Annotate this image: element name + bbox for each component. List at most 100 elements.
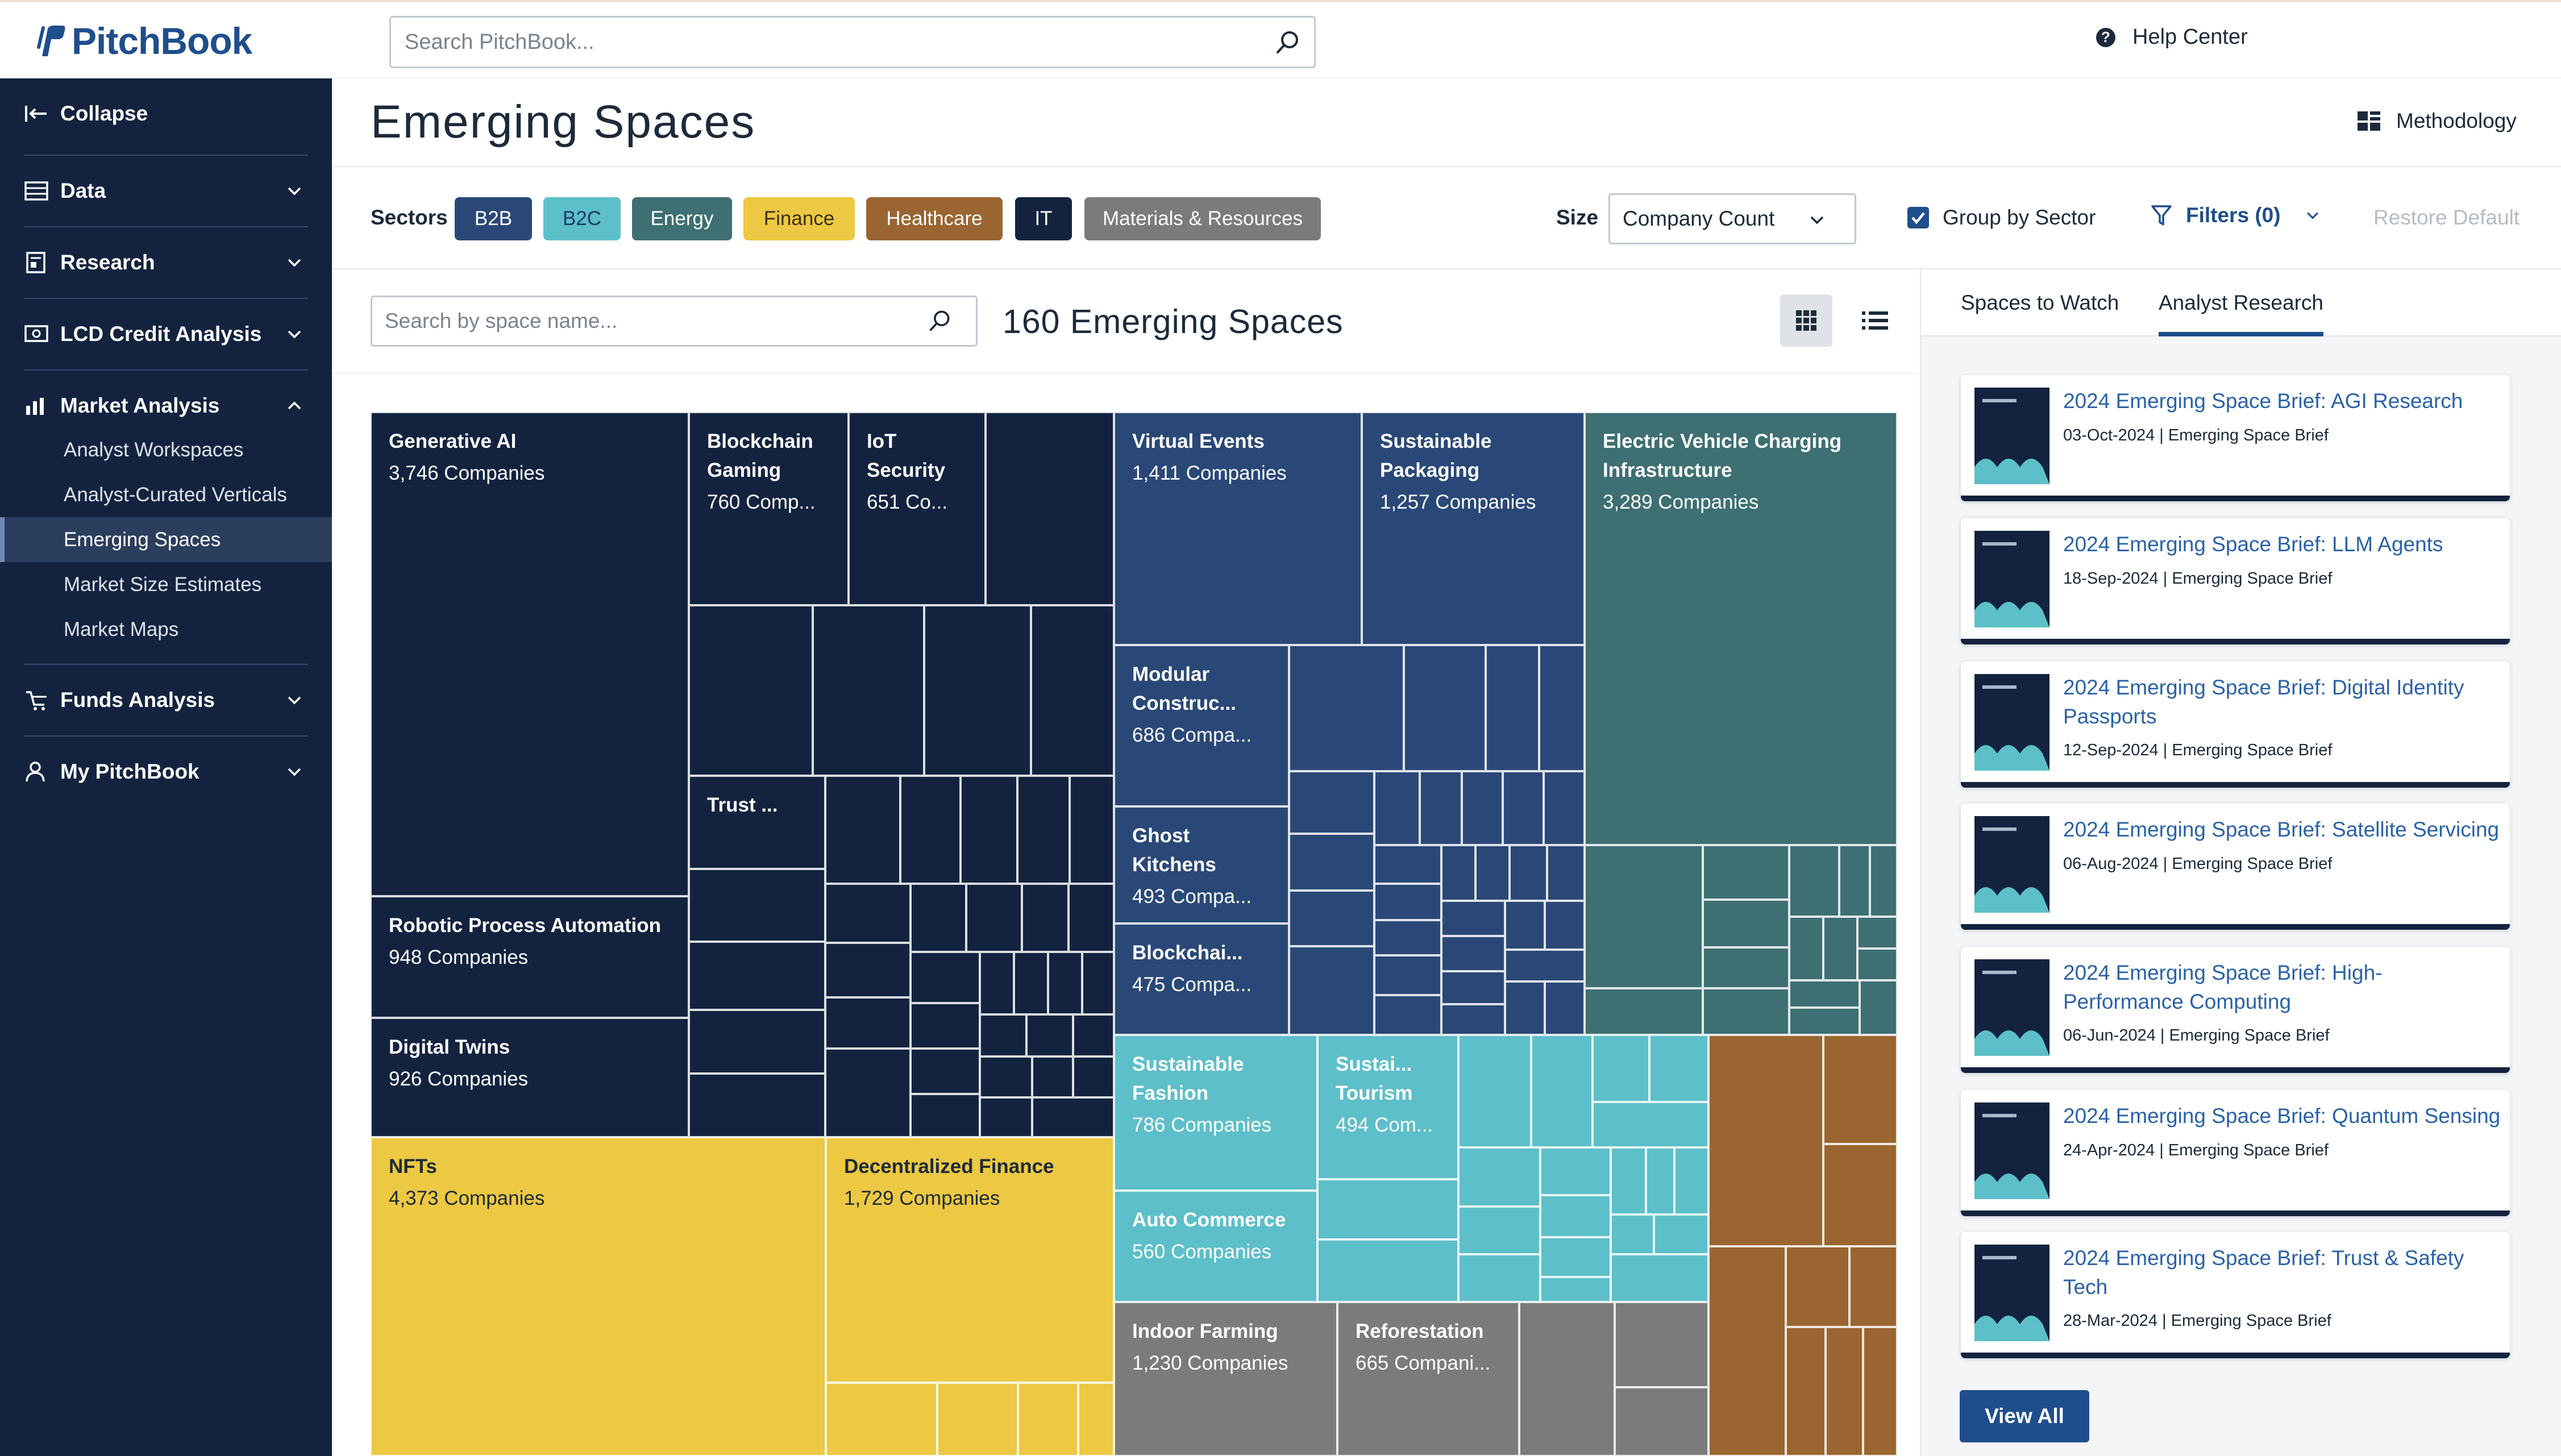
treemap-cell[interactable] <box>1441 971 1505 1004</box>
research-card-title[interactable]: 2024 Emerging Space Brief: Satellite Ser… <box>2063 818 2500 841</box>
treemap-cell[interactable] <box>1289 771 1374 834</box>
research-card-title[interactable]: 2024 Emerging Space Brief: LLM Agents <box>2063 533 2443 556</box>
sector-chip-finance[interactable]: Finance <box>743 197 855 240</box>
treemap-cell[interactable] <box>1789 980 1860 1008</box>
treemap-cell[interactable] <box>1540 1195 1611 1237</box>
treemap-cell[interactable] <box>966 884 1022 952</box>
treemap-cell[interactable] <box>900 776 961 884</box>
treemap-cell-modular-construction[interactable]: Modular Construc... 686 Compa... <box>1114 645 1289 806</box>
treemap-cell[interactable] <box>937 1383 1018 1456</box>
treemap-cell[interactable] <box>1505 950 1585 981</box>
treemap-cell[interactable] <box>1475 845 1510 901</box>
treemap-cell[interactable] <box>980 952 1014 1014</box>
treemap-cell[interactable] <box>911 884 966 952</box>
treemap-cell[interactable] <box>1031 605 1114 776</box>
filters-button[interactable]: Filters (0) <box>2151 203 2322 227</box>
treemap-cell-blockchain-gaming[interactable]: Blockchain Gaming 760 Comp... <box>689 412 849 605</box>
treemap-cell[interactable] <box>1786 1327 1826 1456</box>
treemap-cell[interactable] <box>1540 1237 1611 1277</box>
treemap-cell[interactable] <box>1823 917 1857 980</box>
treemap-cell-generative-ai[interactable]: Generative AI 3,746 Companies <box>371 412 689 896</box>
sidebar-subitem-market-maps[interactable]: Market Maps <box>64 618 179 640</box>
treemap-cell[interactable] <box>1519 1302 1615 1456</box>
treemap-cell[interactable] <box>1374 995 1441 1035</box>
treemap-cell[interactable] <box>825 943 911 997</box>
treemap-cell[interactable] <box>1441 1004 1505 1035</box>
treemap-cell[interactable] <box>1789 845 1839 917</box>
treemap-cell[interactable] <box>1374 920 1441 955</box>
treemap-cell[interactable] <box>1289 834 1374 891</box>
treemap-cell[interactable] <box>911 952 980 1003</box>
treemap-cell[interactable] <box>1073 1056 1114 1097</box>
restore-default-button[interactable]: Restore Default <box>2373 206 2520 229</box>
sidebar-item-funds-analysis[interactable]: Funds Analysis <box>0 665 332 735</box>
treemap-cell[interactable] <box>961 776 1017 884</box>
treemap-cell-auto-commerce[interactable]: Auto Commerce 560 Companies <box>1114 1191 1317 1302</box>
treemap-cell[interactable] <box>1646 1147 1674 1214</box>
search-icon[interactable] <box>928 308 953 333</box>
sector-chip-b2c[interactable]: B2C <box>543 197 621 240</box>
research-card-title[interactable]: 2024 Emerging Space Brief: Trust & Safet… <box>2063 1246 2464 1299</box>
list-view-button[interactable] <box>1848 294 1901 347</box>
treemap-cell[interactable] <box>1374 771 1420 845</box>
treemap-cell[interactable] <box>1374 955 1441 995</box>
treemap-cell[interactable] <box>1649 1035 1708 1102</box>
treemap-cell[interactable] <box>1708 1035 1823 1246</box>
treemap-cell[interactable] <box>1458 1207 1540 1254</box>
sidebar-item-lcd-credit-analysis[interactable]: LCD Credit Analysis <box>0 299 332 369</box>
treemap-cell[interactable] <box>980 1014 1026 1056</box>
methodology-link[interactable]: Methodology <box>2356 109 2517 133</box>
treemap-cell[interactable] <box>980 1056 1032 1097</box>
treemap-cell[interactable] <box>1289 891 1374 946</box>
treemap-cell[interactable] <box>1615 1387 1708 1456</box>
treemap-cell-ghost-kitchens[interactable]: Ghost Kitchens 493 Compa... <box>1114 806 1289 923</box>
grid-view-button[interactable] <box>1780 294 1832 347</box>
treemap-cell[interactable] <box>1441 901 1505 936</box>
treemap-cell[interactable] <box>1611 1214 1654 1254</box>
treemap-cell-trust[interactable]: Trust ... <box>689 776 825 869</box>
treemap-cell-nfts[interactable]: NFTs 4,373 Companies <box>371 1137 826 1456</box>
treemap-cell[interactable] <box>1032 1056 1073 1097</box>
treemap-cell[interactable] <box>1857 917 1897 949</box>
treemap-cell[interactable] <box>1374 884 1441 920</box>
treemap-cell[interactable] <box>1789 917 1823 980</box>
treemap-cell[interactable] <box>1462 771 1503 845</box>
treemap-cell[interactable] <box>1674 1147 1708 1214</box>
research-card[interactable]: 2024 Emerging Space Brief: Digital Ident… <box>1961 662 2510 788</box>
treemap-cell[interactable] <box>825 997 911 1049</box>
treemap-cell[interactable] <box>1585 988 1703 1035</box>
treemap-cell[interactable] <box>1540 1147 1611 1195</box>
treemap-cell[interactable] <box>986 412 1114 605</box>
treemap-cell[interactable] <box>1654 1214 1708 1254</box>
treemap-cell[interactable] <box>1022 884 1069 952</box>
treemap-cell[interactable] <box>1547 845 1585 901</box>
treemap-cell-sustainable-packaging[interactable]: Sustainable Packaging 1,257 Companies <box>1362 412 1585 645</box>
sidebar-subitem-analyst-curated-verticals[interactable]: Analyst-Curated Verticals <box>64 483 287 506</box>
treemap-cell[interactable] <box>1404 645 1486 771</box>
space-search-input[interactable] <box>371 296 978 347</box>
sidebar-item-data[interactable]: Data <box>0 156 332 226</box>
treemap-cell[interactable] <box>1458 1035 1531 1147</box>
treemap-cell[interactable] <box>1070 776 1114 884</box>
research-card[interactable]: 2024 Emerging Space Brief: Trust & Safet… <box>1961 1232 2510 1358</box>
treemap-cell[interactable] <box>825 1049 911 1137</box>
treemap-cell[interactable] <box>1849 1246 1897 1327</box>
treemap-cell[interactable] <box>1611 1254 1708 1302</box>
treemap-cell[interactable] <box>1544 771 1585 845</box>
treemap-cell[interactable] <box>1317 1239 1458 1302</box>
treemap-cell-iot-security[interactable]: IoT Security 651 Co... <box>849 412 986 605</box>
treemap-cell[interactable] <box>924 605 1031 776</box>
research-card[interactable]: 2024 Emerging Space Brief: Satellite Ser… <box>1961 804 2510 930</box>
treemap-cell[interactable] <box>1708 1246 1786 1456</box>
treemap-cell-decentralized-finance[interactable]: Decentralized Finance 1,729 Companies <box>826 1137 1114 1383</box>
treemap-cell-blockchain[interactable]: Blockchai... 475 Compa... <box>1114 923 1289 1035</box>
treemap-cell-virtual-events[interactable]: Virtual Events 1,411 Companies <box>1114 412 1362 645</box>
sector-chip-it[interactable]: IT <box>1015 197 1072 240</box>
treemap-cell[interactable] <box>1703 845 1789 900</box>
treemap-cell-reforestation[interactable]: Reforestation 665 Compani... <box>1337 1302 1519 1456</box>
sector-chip-b2b[interactable]: B2B <box>455 197 532 240</box>
treemap-cell[interactable] <box>826 1383 937 1456</box>
treemap-cell[interactable] <box>1441 845 1475 901</box>
treemap-cell[interactable] <box>1458 1147 1540 1207</box>
sidebar-item-my-pitchbook[interactable]: My PitchBook <box>0 737 332 807</box>
